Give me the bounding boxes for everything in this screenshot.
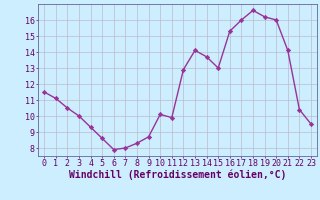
X-axis label: Windchill (Refroidissement éolien,°C): Windchill (Refroidissement éolien,°C) bbox=[69, 170, 286, 180]
